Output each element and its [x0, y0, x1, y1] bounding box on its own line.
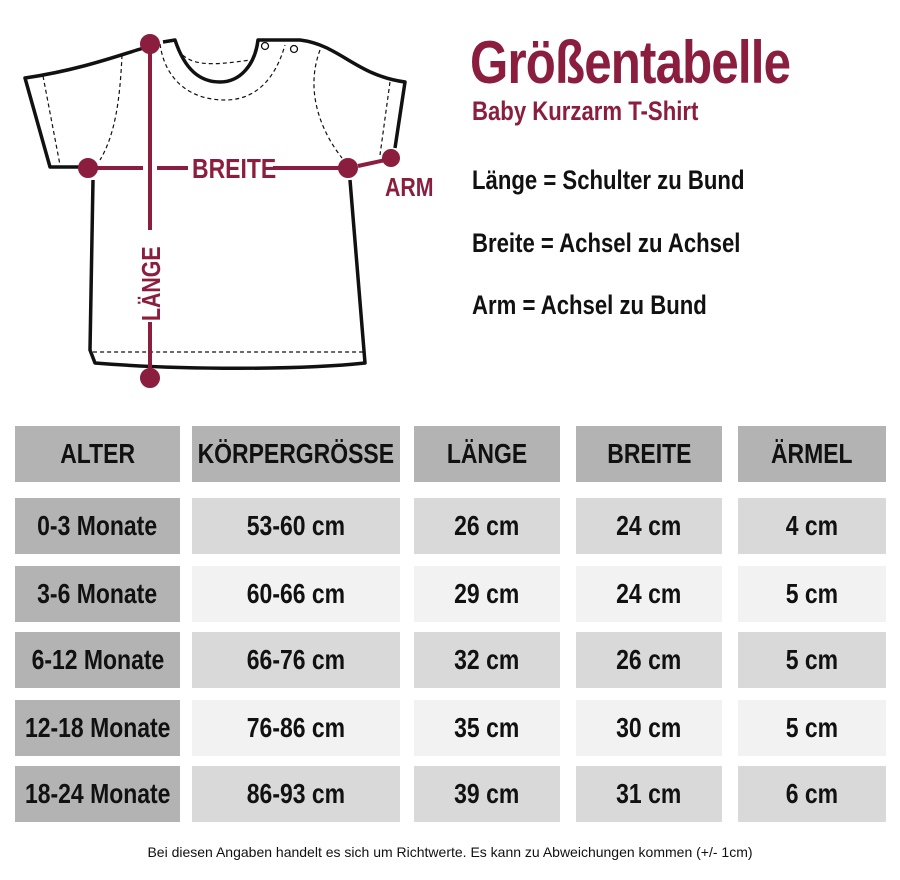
cell-text: ALTER — [60, 438, 135, 469]
cell-text: ÄRMEL — [771, 438, 853, 469]
cell-koerpergroesse: 60-66 cm — [192, 566, 400, 622]
cell-text: LÄNGE — [446, 438, 528, 469]
cell-text: 18-24 Monate — [24, 778, 171, 809]
header-laenge: LÄNGE — [414, 426, 560, 482]
cell-breite: 26 cm — [576, 632, 722, 688]
cell-text: 76-86 cm — [246, 712, 346, 743]
arm-dot — [382, 149, 400, 167]
cell-text: 24 cm — [616, 510, 682, 541]
cell-alter: 12-18 Monate — [15, 700, 180, 756]
cell-breite: 30 cm — [576, 700, 722, 756]
cell-koerpergroesse: 66-76 cm — [192, 632, 400, 688]
cell-aermel: 5 cm — [738, 566, 886, 622]
cell-koerpergroesse: 86-93 cm — [192, 766, 400, 822]
label-arm: ARM — [385, 173, 434, 203]
cell-text: 5 cm — [785, 712, 839, 743]
label-laenge: LÄNGE — [137, 246, 167, 321]
length-top-dot — [140, 34, 160, 54]
cell-breite: 31 cm — [576, 766, 722, 822]
cell-alter: 0-3 Monate — [15, 498, 180, 554]
cell-text: KÖRPERGRÖSSE — [197, 438, 395, 469]
cell-text: 32 cm — [454, 644, 520, 675]
cell-aermel: 6 cm — [738, 766, 886, 822]
cell-text: 60-66 cm — [246, 578, 346, 609]
cell-breite: 24 cm — [576, 566, 722, 622]
tshirt-measurement-diagram: BREITE ARM LÄNGE — [23, 34, 434, 388]
page-title: Größentabelle — [470, 29, 791, 96]
cell-text: 24 cm — [616, 578, 682, 609]
cell-text: 53-60 cm — [246, 510, 346, 541]
cell-koerpergroesse: 53-60 cm — [192, 498, 400, 554]
cell-text: 12-18 Monate — [24, 712, 171, 743]
cell-text: 6-12 Monate — [31, 644, 164, 675]
header-alter: ALTER — [15, 426, 180, 482]
header-aermel: ÄRMEL — [738, 426, 886, 482]
cell-aermel: 4 cm — [738, 498, 886, 554]
cell-text: 30 cm — [616, 712, 682, 743]
cell-text: 29 cm — [454, 578, 520, 609]
cell-text: 0-3 Monate — [37, 510, 158, 541]
cell-laenge: 32 cm — [414, 632, 560, 688]
cell-text: 5 cm — [785, 644, 839, 675]
label-breite: BREITE — [192, 154, 276, 185]
length-bottom-dot — [140, 368, 160, 388]
cell-text: 86-93 cm — [246, 778, 346, 809]
cell-koerpergroesse: 76-86 cm — [192, 700, 400, 756]
header-breite: BREITE — [576, 426, 722, 482]
cell-text: 3-6 Monate — [37, 578, 158, 609]
cell-text: 6 cm — [785, 778, 839, 809]
cell-text: 26 cm — [454, 510, 520, 541]
cell-laenge: 26 cm — [414, 498, 560, 554]
cell-text: 31 cm — [616, 778, 682, 809]
width-right-dot — [338, 158, 358, 178]
cell-text: 26 cm — [616, 644, 682, 675]
cell-laenge: 35 cm — [414, 700, 560, 756]
cell-text: 4 cm — [785, 510, 839, 541]
definition-breite: Breite = Achsel zu Achsel — [472, 228, 741, 258]
cell-alter: 6-12 Monate — [15, 632, 180, 688]
cell-breite: 24 cm — [576, 498, 722, 554]
cell-text: 39 cm — [454, 778, 520, 809]
cell-text: 35 cm — [454, 712, 520, 743]
definition-laenge: Länge = Schulter zu Bund — [472, 165, 745, 195]
cell-laenge: 39 cm — [414, 766, 560, 822]
page-subtitle: Baby Kurzarm T-Shirt — [472, 96, 699, 126]
cell-text: 66-76 cm — [246, 644, 346, 675]
cell-aermel: 5 cm — [738, 632, 886, 688]
header-koerpergroesse: KÖRPERGRÖSSE — [192, 426, 400, 482]
cell-alter: 3-6 Monate — [15, 566, 180, 622]
cell-text: 5 cm — [785, 578, 839, 609]
width-left-dot — [78, 158, 98, 178]
cell-aermel: 5 cm — [738, 700, 886, 756]
cell-laenge: 29 cm — [414, 566, 560, 622]
footer-note: Bei diesen Angaben handelt es sich um Ri… — [147, 844, 753, 860]
cell-text: BREITE — [606, 438, 692, 469]
cell-alter: 18-24 Monate — [15, 766, 180, 822]
definition-arm: Arm = Achsel zu Bund — [472, 290, 707, 320]
